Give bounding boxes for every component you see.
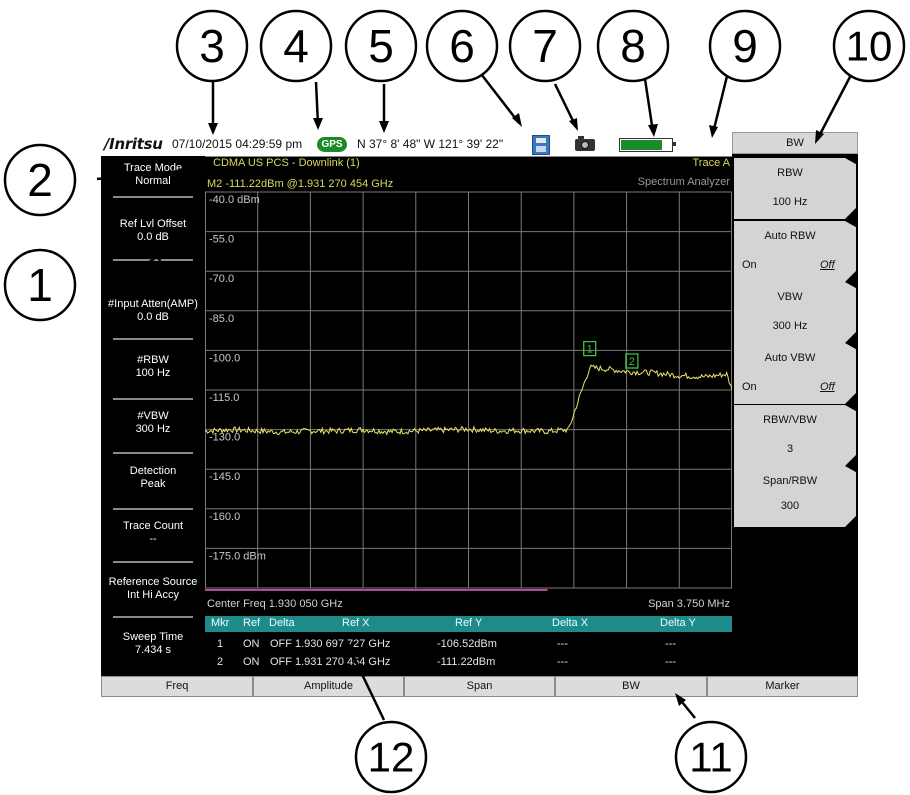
auto-rbw-softkey[interactable]: Auto RBW On Off — [734, 221, 856, 282]
vbw-item: #VBW 300 Hz — [135, 410, 171, 435]
marker-1-box — [583, 340, 597, 357]
softkey-menu: BW RBW 100 Hz Auto RBW On Off VBW 300 Hz Au… — [732, 132, 858, 652]
anritsu-logo: /Inritsu — [104, 135, 163, 153]
separator — [113, 452, 193, 454]
tab-bw[interactable]: BW — [555, 676, 707, 697]
marker-table: Mkr Ref Delta Ref X Ref Y Delta X Delta … — [205, 616, 732, 676]
rbw-vbw-ratio-softkey[interactable]: RBW/VBW 3 — [734, 405, 856, 466]
callout-3 — [175, 9, 249, 83]
gps-coordinates: N 37° 8' 48" W 121° 39' 22" — [357, 137, 504, 151]
separator — [113, 561, 193, 563]
marker-1-label: 1 — [587, 344, 593, 356]
svg-text:1: 1 — [27, 259, 53, 311]
standard-title: CDMA US PCS - Downlink (1) — [213, 157, 360, 169]
callout-12 — [354, 720, 428, 794]
marker-2-label: 2 — [629, 356, 635, 368]
tab-span[interactable]: Span — [404, 676, 555, 697]
svg-text:7: 7 — [532, 20, 558, 72]
col-ref-y: Ref Y — [455, 617, 483, 629]
callout-2 — [3, 143, 77, 217]
col-delta: Delta — [269, 617, 295, 629]
y-tick-label: -115.0 — [209, 392, 239, 404]
separator — [113, 398, 193, 400]
vbw-softkey[interactable]: VBW 300 Hz — [734, 282, 856, 343]
battery-level-fill — [621, 140, 662, 150]
y-tick-label: -70.0 — [209, 273, 234, 285]
span-label: Span 3.750 MHz — [648, 598, 730, 610]
input-atten-item: #Input Atten(AMP) 0.0 dB — [108, 298, 198, 323]
analyzer-screen: /Inritsu 07/10/2015 04:29:59 pm GPS N 37… — [101, 132, 858, 697]
gps-status-badge: GPS — [317, 137, 347, 152]
callout-9 — [708, 9, 782, 83]
callout-8 — [596, 9, 670, 83]
svg-text:3: 3 — [199, 20, 225, 72]
col-ref: Ref — [243, 617, 261, 629]
save-icon[interactable] — [532, 135, 550, 155]
mode-label: Spectrum Analyzer — [637, 176, 730, 188]
y-tick-label: -145.0 — [209, 471, 240, 483]
battery-icon — [619, 138, 673, 152]
callout-7 — [508, 9, 582, 83]
y-tick-label: -160.0 — [209, 511, 240, 523]
callout-11 — [674, 720, 748, 794]
svg-text:9: 9 — [732, 20, 758, 72]
y-tick-label: -175.0 dBm — [209, 550, 266, 562]
rbw-softkey[interactable]: RBW 100 Hz — [734, 158, 856, 219]
col-mkr: Mkr — [211, 617, 230, 629]
sweep-time-item: Sweep Time 7.434 s — [122, 631, 184, 656]
col-delta-x: Delta X — [552, 617, 589, 629]
trace-a-line — [205, 364, 732, 436]
ref-lvl-offset-item: Ref Lvl Offset 0.0 dB — [119, 218, 187, 243]
y-tick-label: -130.0 — [209, 432, 240, 444]
svg-text:5: 5 — [368, 20, 394, 72]
rbw-item: #RBW 100 Hz — [135, 354, 171, 379]
callout-10 — [832, 9, 906, 83]
svg-text:8: 8 — [620, 20, 646, 72]
callout-1 — [3, 248, 77, 322]
settings-summary-panel: Trace Mode Normal Ref Lvl Offset 0.0 dB #I… — [101, 156, 205, 676]
tab-marker[interactable]: Marker — [707, 676, 858, 697]
reference-source-item: Reference Source Int Hi Accy — [108, 576, 198, 601]
svg-text:12: 12 — [368, 734, 415, 781]
detection-item: Detection Peak — [129, 465, 177, 490]
y-tick-label: -85.0 — [209, 313, 234, 325]
col-ref-x: Ref X — [342, 617, 370, 629]
marker-readout: M2 -111.22dBm @1.931 270 454 GHz — [207, 178, 394, 190]
battery-tip — [673, 142, 676, 146]
svg-text:10: 10 — [846, 23, 893, 70]
separator — [113, 616, 193, 618]
span-rbw-ratio-softkey[interactable]: Span/RBW 300 — [734, 466, 856, 527]
separator — [113, 196, 193, 198]
trace-label: Trace A — [692, 157, 731, 169]
callout-6 — [425, 9, 499, 83]
svg-text:11: 11 — [689, 734, 733, 781]
datetime: 07/10/2015 04:29:59 pm — [172, 137, 303, 151]
callout-5 — [344, 9, 418, 83]
camera-icon[interactable] — [575, 136, 595, 151]
main-menu-bar: Freq Amplitude Span BW Marker — [101, 676, 858, 697]
spectrum-plot-area: CDMA US PCS - Downlink (1) Trace A M2 -1… — [205, 156, 732, 616]
y-tick-label: -55.0 — [209, 234, 234, 246]
marker-2-box — [625, 353, 639, 369]
svg-text:4: 4 — [283, 20, 309, 72]
center-frequency: Center Freq 1.930 050 GHz — [207, 598, 343, 610]
auto-vbw-softkey[interactable]: Auto VBW On Off — [734, 343, 856, 404]
separator — [113, 508, 193, 510]
softkey-menu-title: BW — [732, 132, 858, 154]
status-bar: /Inritsu 07/10/2015 04:29:59 pm GPS N 37… — [101, 132, 732, 157]
col-delta-y: Delta Y — [660, 617, 696, 629]
svg-text:6: 6 — [449, 20, 475, 72]
separator — [113, 338, 193, 340]
y-tick-label: -40.0 dBm — [209, 194, 260, 206]
y-tick-label: -100.0 — [209, 352, 240, 364]
tab-freq[interactable]: Freq — [101, 676, 253, 697]
spectrum-chart[interactable]: -40.0 dBm -55.0 -70.0 -85.0 -100.0 -115.0 -130… — [205, 156, 732, 616]
svg-text:2: 2 — [27, 154, 53, 206]
marker-table-header: Mkr Ref Delta Ref X Ref Y Delta X Delta … — [205, 616, 732, 632]
trace-count-item: Trace Count -- — [122, 520, 184, 545]
callout-4 — [259, 9, 333, 83]
